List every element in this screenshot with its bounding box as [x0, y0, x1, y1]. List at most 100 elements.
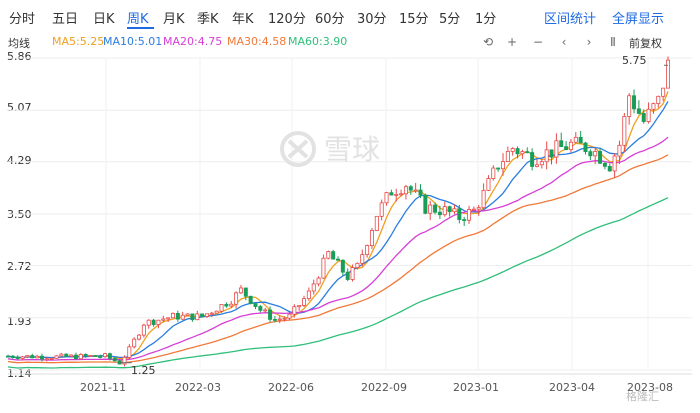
ma20-value: MA20:4.75: [163, 35, 223, 48]
candle-body: [350, 267, 355, 280]
ma20-line: [7, 136, 669, 361]
candle-body: [423, 194, 428, 214]
zoom-in-icon[interactable]: +: [506, 35, 518, 49]
tab-timeshare[interactable]: 分时: [9, 12, 36, 27]
xueqiu-watermark-logo: 雪球: [278, 129, 408, 169]
candle-body: [622, 116, 627, 146]
pause-icon[interactable]: Ⅱ: [610, 35, 616, 49]
candle-body: [234, 292, 239, 305]
candle-body: [384, 192, 389, 204]
price-adjust-dropdown[interactable]: 前复权: [629, 37, 662, 50]
candle-body: [156, 319, 161, 325]
candle-body: [534, 164, 539, 167]
y-tick-label: 5.07: [7, 101, 32, 114]
candle-body: [321, 257, 326, 279]
candle-body: [505, 151, 510, 162]
candle-body: [98, 356, 103, 358]
candle-body: [554, 140, 559, 158]
candle-body: [287, 313, 292, 319]
candle-body: [122, 356, 127, 365]
candle-body: [481, 189, 486, 209]
candle-body: [573, 136, 578, 143]
y-tick-label: 5.86: [7, 50, 32, 63]
scroll-left-icon[interactable]: ‹: [561, 35, 567, 49]
candle-body: [520, 151, 525, 155]
reset-icon[interactable]: ⟲: [482, 35, 494, 49]
low-price-label: 1.25: [131, 364, 156, 377]
candles: [6, 56, 671, 367]
tab-30min[interactable]: 30分: [357, 12, 387, 27]
candle-body: [88, 355, 93, 357]
candle-body: [496, 167, 501, 170]
candle-body: [219, 303, 224, 312]
candle-body: [661, 87, 666, 97]
candle-body: [433, 204, 438, 213]
tab-120min[interactable]: 120分: [268, 12, 306, 27]
candle-body: [340, 259, 345, 273]
candle-body: [583, 142, 588, 153]
tab-weekly-k[interactable]: 周K: [127, 12, 149, 27]
interval-stats-link[interactable]: 区间统计: [544, 12, 597, 27]
candle-body: [467, 209, 472, 221]
ma-legend-label: 均线: [8, 37, 30, 50]
candle-body: [272, 318, 277, 321]
chart-grid: [8, 57, 692, 375]
tab-monthly-k[interactable]: 月K: [163, 12, 185, 27]
candle-body: [204, 313, 209, 317]
candle-body: [486, 178, 491, 191]
candle-body: [25, 355, 30, 358]
candle-body: [335, 258, 340, 261]
candle-body: [112, 357, 117, 362]
candle-body: [209, 312, 214, 315]
tab-5min[interactable]: 5分: [439, 12, 461, 27]
candle-body: [258, 306, 263, 311]
candle-body: [166, 317, 171, 320]
tab-15min[interactable]: 15分: [399, 12, 429, 27]
scroll-right-icon[interactable]: ›: [586, 35, 592, 49]
candle-body: [170, 312, 175, 319]
ma30-value: MA30:4.58: [227, 35, 287, 48]
candle-body: [195, 313, 200, 321]
tab-quarterly-k[interactable]: 季K: [197, 12, 219, 27]
candle-body: [331, 251, 336, 260]
candle-body: [530, 152, 535, 167]
fullscreen-link[interactable]: 全屏显示: [612, 12, 665, 27]
candlestick-chart[interactable]: [0, 52, 700, 380]
candle-body: [539, 161, 544, 166]
tab-1min[interactable]: 1分: [475, 12, 497, 27]
candle-body: [602, 162, 607, 167]
candle-body: [617, 144, 622, 157]
tab-daily-k[interactable]: 日K: [93, 12, 115, 27]
candle-body: [447, 206, 452, 213]
x-tick-label: 2022-06: [268, 381, 314, 394]
candle-body: [253, 303, 258, 307]
svg-text:雪球: 雪球: [324, 133, 380, 166]
candle-body: [345, 271, 350, 280]
candle-body: [93, 355, 98, 357]
candle-body: [73, 354, 78, 360]
candle-body: [413, 189, 418, 192]
candle-body: [268, 309, 273, 320]
candle-body: [229, 303, 234, 307]
candle-body: [190, 313, 195, 321]
candle-body: [302, 298, 307, 306]
zoom-out-icon[interactable]: −: [532, 35, 544, 49]
candle-body: [651, 103, 656, 110]
candle-body: [263, 309, 268, 312]
tab-yearly-k[interactable]: 年K: [232, 12, 254, 27]
candle-body: [471, 208, 476, 211]
candle-body: [83, 354, 88, 357]
candle-body: [59, 353, 64, 357]
candle-body: [437, 211, 442, 216]
candle-body: [394, 194, 399, 196]
candle-body: [238, 287, 243, 294]
candle-body: [107, 353, 112, 359]
candle-body: [641, 113, 646, 122]
x-tick-label: 2022-09: [361, 381, 407, 394]
x-tick-label: 2023-08: [627, 381, 673, 394]
candle-body: [525, 151, 530, 154]
candle-body: [598, 151, 603, 164]
candle-body: [442, 206, 447, 216]
tab-60min[interactable]: 60分: [315, 12, 345, 27]
tab-five-day[interactable]: 五日: [52, 12, 79, 27]
